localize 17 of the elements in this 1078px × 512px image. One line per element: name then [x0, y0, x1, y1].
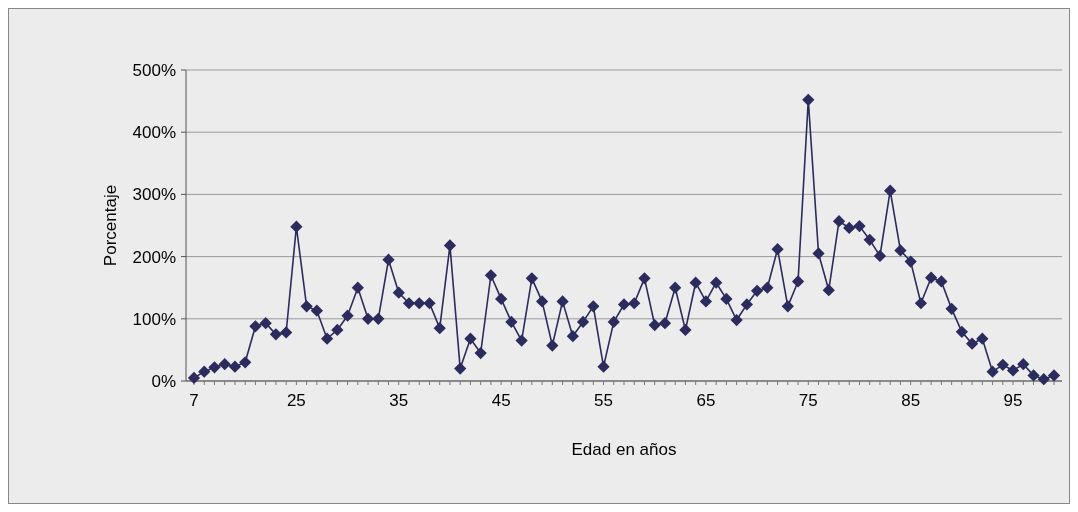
y-tick-label: 0% [151, 371, 176, 391]
x-tick-label: 25 [286, 391, 306, 410]
x-tick-label: 65 [696, 391, 716, 410]
y-tick-label: 200% [132, 247, 176, 267]
x-tick-label: 7 [189, 391, 199, 410]
y-axis-title: Porcentaje [101, 184, 120, 267]
x-tick-label: 55 [594, 391, 613, 410]
x-axis-title: Edad en años [571, 440, 677, 459]
y-tick-label: 300% [132, 185, 176, 205]
y-tick-label: 400% [132, 123, 176, 143]
y-tick-label: 500% [132, 60, 176, 80]
y-tick-label: 100% [132, 309, 176, 329]
x-tick-label: 45 [491, 391, 511, 410]
x-tick-label: 75 [798, 391, 818, 410]
x-tick-label: 95 [1003, 391, 1023, 410]
x-tick-label: 35 [389, 391, 409, 410]
x-tick-label: 85 [901, 391, 921, 410]
